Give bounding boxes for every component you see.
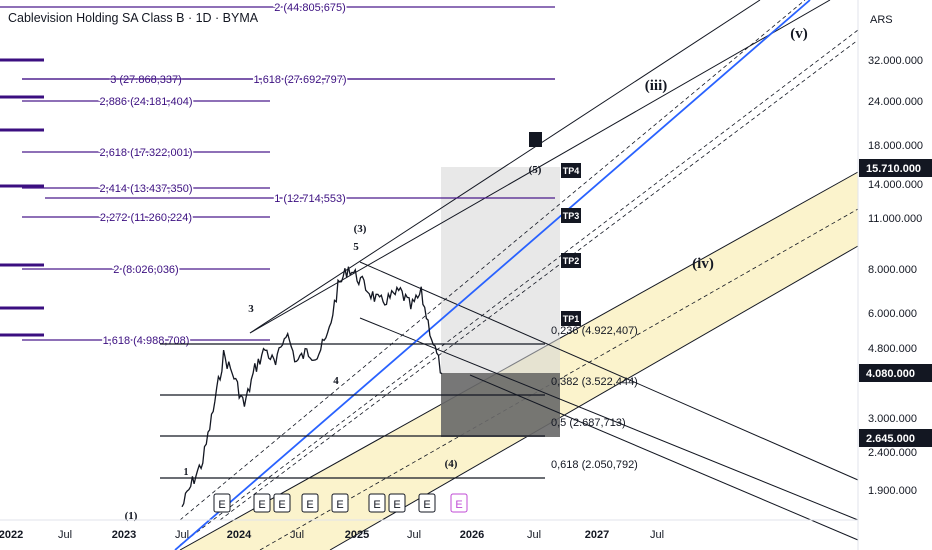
price-label-box [859, 364, 932, 382]
x-tick-label: 2024 [227, 529, 252, 541]
price-series-line [181, 266, 443, 508]
fib-extension-label: 1,618 (27.692,797) [254, 74, 347, 86]
x-tick-label: Jul [527, 529, 541, 541]
fib-extension-label: 1,618 (4.988,708) [103, 335, 190, 347]
take-profit-tag [561, 253, 581, 268]
wave-label: (4) [445, 458, 458, 470]
y-tick-label: 24.000.000 [868, 96, 923, 108]
channel-lower-line [329, 245, 859, 550]
trend-line [359, 317, 859, 521]
earnings-marker[interactable] [418, 493, 436, 513]
blue-trend-line [174, 0, 811, 550]
earnings-marker[interactable] [368, 493, 386, 513]
earnings-marker-label: E [393, 499, 400, 511]
x-tick-label: 2023 [112, 529, 136, 541]
y-tick-label: 8.000.000 [868, 264, 917, 276]
wave-label: (1) [125, 510, 138, 522]
take-profit-tag [561, 208, 581, 223]
fib-retracement-label: 0,5 (2.687,713) [551, 417, 626, 429]
fib-extension-label: 2 (44.805,675) [274, 2, 346, 14]
earnings-marker-label: E [306, 499, 313, 511]
fib-extension-label: 2,886 (24.181,404) [100, 96, 193, 108]
trend-line [179, 0, 806, 521]
y-tick-label: 14.000.000 [868, 179, 923, 191]
fib-extension-label: 2,618 (17.322,001) [100, 147, 193, 159]
earnings-marker-label: E [258, 499, 265, 511]
trend-line [219, 39, 859, 521]
earnings-marker[interactable] [331, 493, 349, 513]
x-tick-label: Jul [407, 529, 421, 541]
fib-retracement-label: 0,618 (2.050,792) [551, 459, 638, 471]
y-tick-label: 6.000.000 [868, 308, 917, 320]
earnings-marker[interactable] [273, 493, 291, 513]
x-tick-label: 2025 [345, 529, 369, 541]
fib-extension-label: 2 (8.026,036) [113, 264, 178, 276]
fib-retracement-label: 0,236 (4.922,407) [551, 325, 638, 337]
take-profit-label: TP4 [563, 166, 580, 176]
x-tick-label: Jul [650, 529, 664, 541]
wave-label: (iii) [645, 78, 668, 94]
x-tick-label: Jul [58, 529, 72, 541]
x-tick-label: 2027 [585, 529, 609, 541]
take-profit-label: TP1 [563, 314, 580, 324]
y-tick-label: 2.400.000 [868, 447, 917, 459]
fib-retracement-label: 0,382 (3.522,444) [551, 376, 638, 388]
wave-label: 1 [184, 467, 189, 478]
earnings-marker-label: E [336, 499, 343, 511]
y-tick-label: 18.000.000 [868, 140, 923, 152]
wave-label: (v) [790, 26, 808, 42]
price-label-text: 4.080.000 [866, 368, 915, 380]
wave-label: 5 [353, 241, 359, 253]
fib-extension-label: 2,272 (11.260,224) [100, 212, 192, 224]
wave-label: 4 [333, 375, 339, 387]
wave-label: (3) [354, 223, 367, 235]
earnings-marker-label: E [373, 499, 380, 511]
wave-label: (5) [529, 164, 542, 176]
earnings-marker-label: E [423, 499, 430, 511]
earnings-marker[interactable] [301, 493, 319, 513]
symbol-title: Cablevision Holding SA Class B · 1D · BY… [8, 11, 259, 25]
buy-zone-box [441, 373, 560, 437]
earnings-marker[interactable] [450, 493, 468, 513]
take-profit-label: TP2 [563, 256, 580, 266]
y-tick-label: 32.000.000 [868, 55, 923, 67]
y-tick-label: 3.000.000 [868, 413, 917, 425]
earnings-marker[interactable] [253, 493, 271, 513]
trend-line [179, 29, 859, 546]
take-profit-label: TP3 [563, 211, 580, 221]
x-tick-label: Jul [175, 529, 189, 541]
take-profit-tag [561, 163, 581, 178]
trend-line [249, 0, 761, 334]
earnings-marker-label: E [278, 499, 285, 511]
price-label-text: 2.645.000 [866, 433, 915, 445]
trend-line [469, 374, 859, 541]
earnings-marker[interactable] [388, 493, 406, 513]
y-tick-label: 1.900.000 [868, 485, 917, 497]
currency-label: ARS [870, 14, 893, 26]
price-label-box [859, 429, 932, 447]
wave-label: 3 [248, 303, 254, 315]
y-tick-label: 11.000.000 [868, 213, 922, 225]
fib-extension-label: 2,414 (13.437,350) [100, 183, 193, 195]
y-tick-label: 4.800.000 [868, 343, 917, 355]
x-tick-label: 2022 [0, 529, 23, 541]
x-tick-label: Jul [290, 529, 304, 541]
small-tag [529, 132, 542, 147]
x-tick-label: 2026 [460, 529, 484, 541]
earnings-marker-label: E [218, 499, 225, 511]
price-label-box [859, 159, 932, 177]
fib-extension-label: 3 (27.868,337) [110, 74, 182, 86]
trend-line [359, 261, 859, 481]
price-label-text: 15.710.000 [866, 163, 921, 175]
wave-label: (iv) [692, 256, 714, 272]
earnings-marker-label: E [455, 499, 462, 511]
take-profit-tag [561, 311, 581, 326]
fib-extension-label: 1 (12.714,553) [274, 193, 346, 205]
earnings-marker[interactable] [213, 493, 231, 513]
